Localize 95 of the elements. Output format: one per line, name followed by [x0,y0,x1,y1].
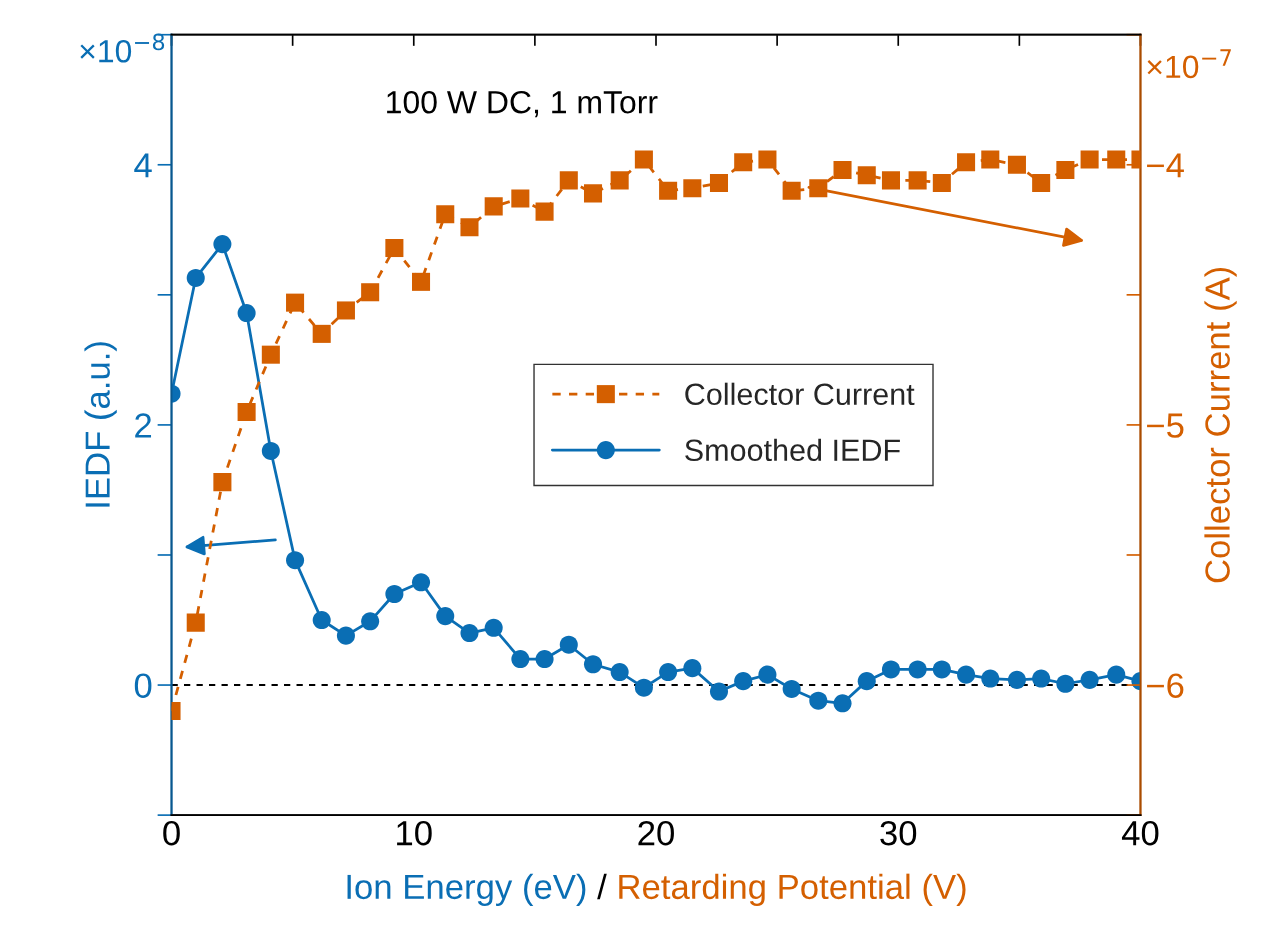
point [881,171,900,190]
text: ×10$^{−7}$ [1147,49,1231,79]
point [683,179,702,198]
point [634,678,653,697]
legend-label: Smoothed IEDF [685,438,900,462]
point [957,665,976,684]
point [734,153,753,172]
point [535,202,554,221]
point [559,171,578,190]
point [511,650,530,669]
point [932,173,951,193]
point [1107,150,1126,169]
point [1032,669,1051,688]
point [932,660,951,679]
point [261,441,280,460]
point [1056,674,1075,693]
legend-label: Collector Current [685,382,915,406]
x-tick-label: 10 [397,820,432,846]
point [981,150,1000,169]
point [1107,665,1126,684]
point [1056,160,1075,180]
y-tick-label: 4 [134,153,152,178]
y-axis-title: IEDF (a.u.) [84,342,117,507]
point [361,283,380,302]
point [659,181,678,200]
point [857,166,876,185]
y2-tick-label: −5 [1147,413,1184,438]
point [436,607,455,626]
x-axis-title: Ion Energy (eV) / Retarding Potential (V) [347,873,966,907]
point [908,660,927,679]
point [1080,670,1099,689]
point [412,272,431,291]
y-tick-label: 2 [135,413,152,438]
point [186,613,205,632]
y2-tick-label: −4 [1147,153,1184,178]
x-tick-label: 30 [880,820,917,846]
point [385,584,404,604]
point [511,189,530,208]
point [683,659,702,678]
point [312,324,331,343]
point [286,293,305,312]
point [833,694,852,713]
point [484,197,503,216]
point [610,171,629,190]
point [186,268,205,287]
point [583,655,603,674]
point [1007,670,1026,689]
point [1007,155,1026,174]
point [412,573,431,592]
point [758,150,777,169]
point [782,679,801,698]
point [734,672,753,691]
point [237,402,256,421]
point [1080,150,1099,169]
point [460,218,479,237]
point [782,181,801,200]
point [709,173,729,193]
point [659,663,678,682]
y-tick-label: 0 [134,673,152,698]
point [981,669,1000,688]
point [312,610,331,630]
annotation: 100 W DC, 1 mTorr [387,90,658,118]
point [857,672,876,691]
point [336,626,355,645]
y2-tick-label: −6 [1147,673,1184,698]
point [709,682,729,701]
point [237,304,256,323]
point [460,624,479,643]
point [908,171,927,190]
point [385,238,404,258]
point [535,650,554,669]
point [436,205,455,224]
point [559,635,578,654]
text: ×10$^{−8}$ [80,33,165,63]
x-tick-label: 20 [638,820,674,846]
point [213,235,232,254]
point [1032,173,1051,193]
x-tick-label: 0 [163,820,180,846]
point [634,150,653,169]
point [809,691,828,710]
point [758,665,777,684]
x-tick-label: 40 [1121,820,1159,846]
point [484,618,503,637]
point [583,184,603,203]
point [610,663,629,682]
point [213,473,232,492]
point [286,551,305,570]
point [361,612,380,631]
point [261,345,280,364]
point [833,160,852,180]
point [336,301,355,320]
point [881,660,900,679]
point [809,179,828,198]
y2-axis-title: Collector Current (A) [1204,267,1237,583]
point [957,153,976,172]
